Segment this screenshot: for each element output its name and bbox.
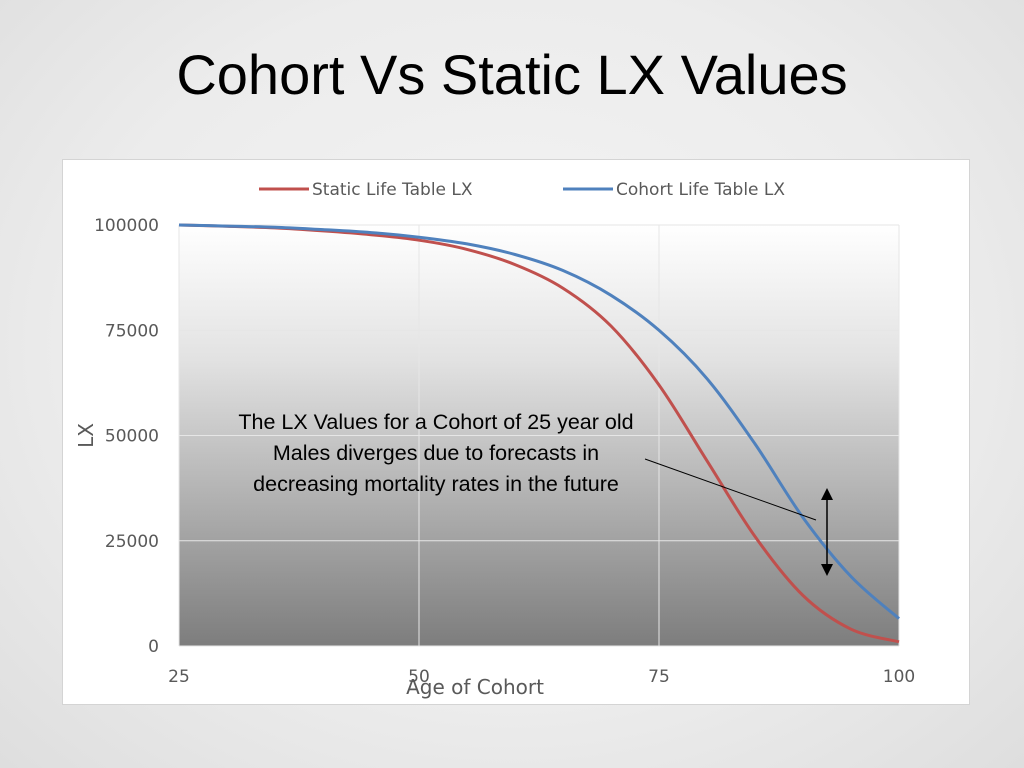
y-axis-title: LX [74,423,98,448]
x-axis-title: Age of Cohort [406,675,544,699]
x-tick-label: 100 [883,667,915,687]
chart-annotation: The LX Values for a Cohort of 25 year ol… [187,407,685,500]
x-tick-label: 25 [168,667,190,687]
annotation-line-3: decreasing mortality rates in the future [253,472,619,496]
x-tick-label: 50 [408,667,430,687]
legend-label-1: Static Life Table LX [312,180,473,200]
x-tick-label: 75 [648,667,670,687]
y-tick-label: 75000 [105,321,159,341]
y-tick-label: 100000 [94,216,159,236]
legend-label-2: Cohort Life Table LX [616,180,785,200]
y-tick-label: 25000 [105,532,159,552]
y-tick-label: 0 [148,637,159,657]
lx-chart: 0 25000 50000 75000 100000 25 50 75 100 Age of Co… [74,180,915,699]
chart-frame: 0 25000 50000 75000 100000 25 50 75 100 Age of Co… [62,159,970,705]
series-line-2 [178,223,900,620]
annotation-line-2: Males diverges due to forecasts in [272,441,600,465]
annotation-line-1: The LX Values for a Cohort of 25 year ol… [238,410,634,434]
y-tick-label: 50000 [105,427,159,447]
slide-title: Cohort Vs Static LX Values [176,43,848,106]
annotation-pointer-line [644,458,817,521]
